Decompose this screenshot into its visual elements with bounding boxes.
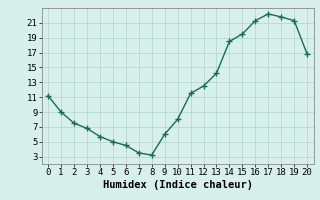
X-axis label: Humidex (Indice chaleur): Humidex (Indice chaleur) [103, 180, 252, 190]
